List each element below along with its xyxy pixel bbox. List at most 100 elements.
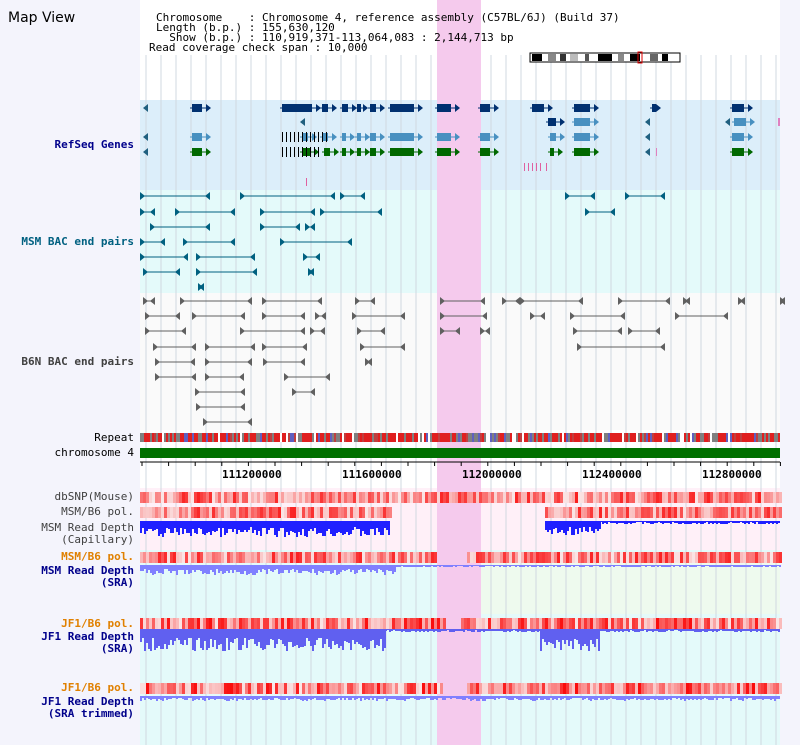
polymorphism-cell — [464, 618, 467, 629]
bac-end — [205, 373, 210, 381]
polymorphism-cell — [734, 683, 737, 694]
read-depth-bar — [362, 696, 364, 698]
read-depth-bar — [678, 696, 680, 698]
polymorphism-cell — [371, 683, 374, 694]
polymorphism-cell — [263, 507, 266, 518]
read-depth-bar — [384, 696, 386, 698]
bac-end — [570, 312, 575, 320]
polymorphism-cell — [656, 492, 659, 503]
polymorphism-cell — [260, 507, 263, 518]
read-depth-bar — [568, 629, 570, 646]
polymorphism-cell — [476, 618, 479, 629]
polymorphism-cell — [320, 507, 323, 518]
read-depth-bar — [725, 565, 727, 567]
read-depth-bar — [210, 629, 212, 639]
read-depth-bar — [154, 565, 156, 574]
bac-end — [153, 343, 158, 351]
read-depth-bar — [433, 629, 435, 632]
read-depth-bar — [466, 696, 468, 698]
read-depth-bar — [700, 629, 702, 632]
read-depth-bar — [624, 696, 626, 701]
bac-end — [205, 343, 210, 351]
read-depth-bar — [244, 696, 246, 698]
polymorphism-cell — [395, 683, 398, 694]
sra-msm-bg-right — [480, 562, 780, 614]
read-depth-bar — [692, 629, 694, 631]
polymorphism-cell — [188, 492, 191, 503]
repeat-segment — [772, 433, 774, 442]
track-label-jf1-depth-sra: JF1 Read Depth — [41, 630, 134, 643]
read-depth-bar — [280, 521, 282, 528]
bac-end — [140, 238, 145, 246]
read-depth-bar — [701, 565, 703, 567]
read-depth-bar — [312, 629, 314, 651]
read-depth-bar — [697, 565, 699, 566]
repeat-segment — [358, 433, 360, 442]
polymorphism-cell — [503, 618, 506, 629]
repeat-segment — [192, 433, 194, 442]
gene-arrow — [418, 148, 423, 156]
polymorphism-cell — [710, 618, 713, 629]
read-depth-bar — [407, 629, 409, 632]
repeat-segment — [170, 433, 172, 442]
read-depth-bar — [222, 521, 224, 528]
read-depth-bar — [656, 696, 658, 699]
polymorphism-cell — [269, 683, 272, 694]
read-depth-bar — [469, 565, 471, 566]
bac-end — [482, 312, 487, 320]
polymorphism-cell — [557, 492, 560, 503]
read-depth-bar — [478, 696, 480, 701]
read-depth-bar — [414, 696, 416, 699]
repeat-segment — [580, 433, 582, 442]
read-depth-bar — [772, 696, 774, 699]
read-depth-bar — [704, 521, 706, 523]
read-depth-bar — [690, 521, 692, 524]
read-depth-bar — [777, 565, 779, 566]
read-depth-bar — [310, 629, 312, 646]
read-depth-bar — [234, 521, 236, 529]
track-label-b6n-bac[interactable]: B6N BAC end pairs — [21, 355, 134, 368]
polymorphism-cell — [248, 552, 251, 563]
read-depth-bar — [656, 521, 658, 523]
read-depth-bar — [595, 565, 597, 566]
polymorphism-cell — [641, 492, 644, 503]
read-depth-bar — [170, 696, 172, 699]
polymorphism-cell — [707, 507, 710, 518]
read-depth-bar — [252, 629, 254, 639]
repeat-segment — [356, 433, 358, 442]
read-depth-bar — [771, 565, 773, 567]
read-depth-bar — [228, 565, 230, 573]
read-depth-bar — [477, 629, 479, 632]
track-label-msm-bac[interactable]: MSM BAC end pairs — [21, 235, 134, 248]
read-depth-bar — [278, 696, 280, 699]
polymorphism-cell — [491, 552, 494, 563]
read-depth-bar — [140, 696, 142, 701]
repeat-segment — [260, 433, 262, 442]
read-depth-bar — [413, 629, 415, 631]
ideogram-current-position — [637, 51, 643, 64]
read-depth-bar — [395, 565, 397, 567]
read-depth-bar — [316, 521, 318, 534]
read-depth-bar — [659, 565, 661, 566]
read-depth-bar — [288, 629, 290, 642]
read-depth-bar — [490, 696, 492, 699]
repeat-segment — [442, 433, 444, 442]
read-depth-bar — [270, 565, 272, 571]
read-depth-bar — [738, 629, 740, 631]
polymorphism-cell — [341, 552, 344, 563]
track-label-refseq[interactable]: RefSeq Genes — [54, 138, 134, 151]
read-depth-bar — [320, 565, 322, 572]
read-depth-bar — [752, 629, 754, 631]
polymorphism-cell — [641, 507, 644, 518]
read-depth-bar — [627, 565, 629, 567]
repeat-segment — [140, 433, 142, 442]
repeat-segment — [588, 433, 590, 442]
read-depth-bar — [528, 696, 530, 699]
polymorphism-cell — [209, 507, 212, 518]
polymorphism-cell — [581, 618, 584, 629]
polymorphism-cell — [614, 492, 617, 503]
polymorphism-cell — [680, 552, 683, 563]
repeat-segment — [370, 433, 372, 442]
read-depth-bar — [441, 565, 443, 566]
